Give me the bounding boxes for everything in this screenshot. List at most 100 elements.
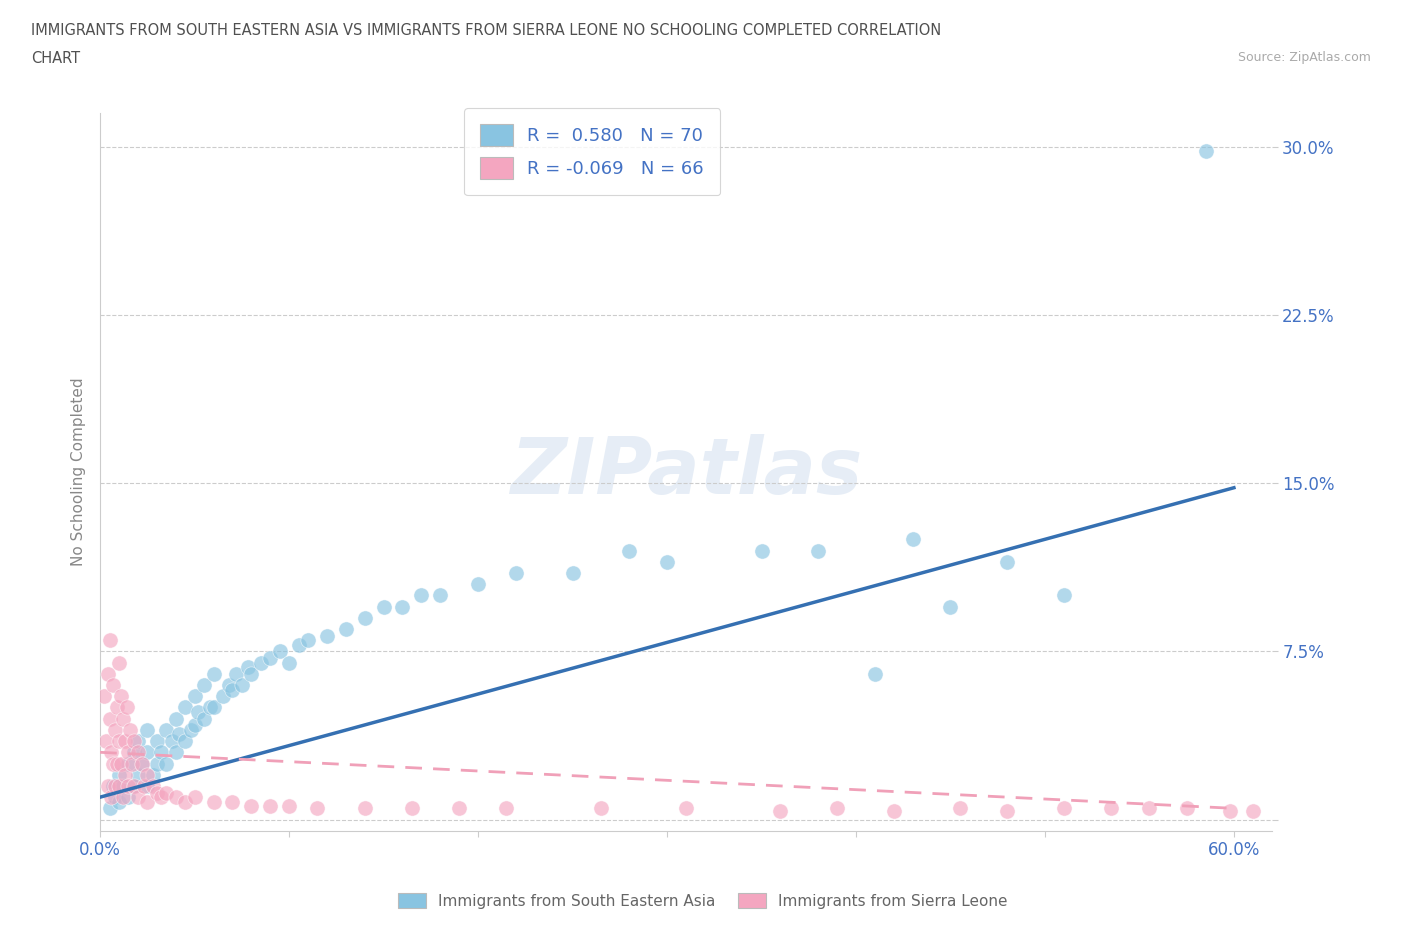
Point (495, 801, 517, 816)
Point (146, 734, 169, 749)
Point (278, 655, 301, 670)
Point (114, 734, 136, 749)
Point (353, 610, 375, 625)
Point (104, 778, 127, 793)
Point (149, 790, 172, 804)
Point (136, 767, 159, 782)
Point (751, 543, 773, 558)
Point (104, 723, 127, 737)
Point (221, 682, 243, 697)
Point (221, 794, 243, 809)
Point (249, 655, 271, 670)
Point (240, 667, 263, 682)
Point (1219, 804, 1241, 818)
Point (212, 689, 235, 704)
Point (131, 756, 153, 771)
Point (863, 667, 886, 682)
Point (110, 689, 132, 704)
Point (108, 734, 131, 749)
Point (127, 734, 149, 749)
Point (132, 778, 155, 793)
Point (619, 543, 641, 558)
Point (225, 667, 247, 682)
Point (187, 705, 209, 720)
Point (883, 804, 905, 818)
Point (561, 565, 583, 580)
Legend: R =  0.580   N = 70, R = -0.069   N = 66: R = 0.580 N = 70, R = -0.069 N = 66 (464, 108, 720, 195)
Point (127, 767, 149, 782)
Point (183, 790, 205, 804)
Point (110, 756, 132, 771)
Point (131, 756, 153, 771)
Point (1099, 801, 1122, 816)
Point (1053, 801, 1076, 816)
Point (100, 790, 122, 804)
Point (127, 745, 149, 760)
Point (1053, 588, 1076, 603)
Point (121, 756, 143, 771)
Point (136, 794, 159, 809)
Point (97, 667, 120, 682)
Point (174, 794, 197, 809)
Point (122, 778, 145, 793)
Point (589, 801, 612, 816)
Point (297, 632, 319, 647)
Point (103, 756, 125, 771)
Point (142, 767, 165, 782)
Point (117, 745, 139, 760)
Point (202, 667, 225, 682)
Point (160, 734, 183, 749)
Point (401, 801, 423, 816)
Point (675, 801, 697, 816)
Point (259, 799, 281, 814)
Point (193, 678, 215, 693)
Point (505, 565, 527, 580)
Point (278, 799, 301, 814)
Point (111, 711, 134, 726)
Point (105, 700, 128, 715)
Point (103, 678, 125, 693)
Point (122, 778, 145, 793)
Point (391, 599, 413, 614)
Point (94, 734, 117, 749)
Point (353, 801, 375, 816)
Point (165, 745, 187, 760)
Point (117, 790, 139, 804)
Point (807, 543, 830, 558)
Text: IMMIGRANTS FROM SOUTH EASTERN ASIA VS IMMIGRANTS FROM SIERRA LEONE NO SCHOOLING : IMMIGRANTS FROM SOUTH EASTERN ASIA VS IM… (31, 23, 941, 38)
Point (97, 778, 120, 793)
Point (105, 756, 128, 771)
Point (193, 711, 215, 726)
Point (117, 756, 139, 771)
Point (108, 767, 131, 782)
Point (174, 734, 197, 749)
Point (315, 629, 337, 644)
Point (231, 678, 253, 693)
Point (165, 711, 187, 726)
Text: ZIPatlas: ZIPatlas (510, 434, 862, 510)
Point (149, 745, 172, 760)
Point (1175, 801, 1198, 816)
Point (236, 659, 259, 674)
Point (165, 790, 187, 804)
Point (146, 785, 169, 800)
Point (240, 799, 263, 814)
Point (287, 637, 309, 652)
Point (218, 678, 240, 693)
Point (183, 689, 205, 704)
Point (373, 599, 395, 614)
Point (136, 745, 159, 760)
Point (655, 554, 678, 569)
Point (180, 723, 202, 737)
Point (269, 644, 291, 658)
Point (122, 734, 145, 749)
Point (901, 532, 924, 547)
Point (825, 801, 848, 816)
Point (108, 655, 131, 670)
Point (127, 790, 149, 804)
Point (467, 577, 489, 591)
Point (120, 723, 142, 737)
Point (117, 778, 139, 793)
Point (114, 767, 136, 782)
Point (136, 778, 159, 793)
